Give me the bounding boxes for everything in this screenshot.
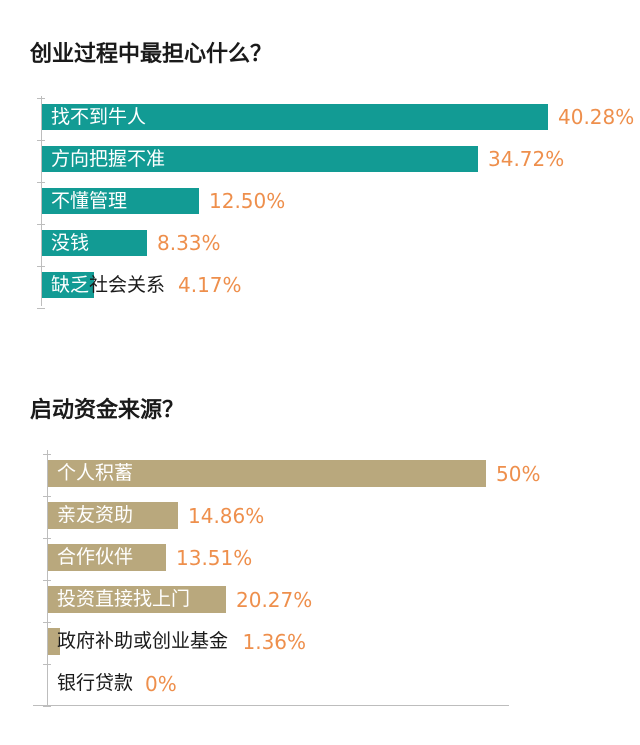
category-label: 没钱 xyxy=(51,231,90,254)
y-axis-tick xyxy=(43,664,51,665)
y-axis-tick xyxy=(37,98,45,99)
value-label: 14.86% xyxy=(188,503,265,528)
y-axis-tick xyxy=(37,140,45,141)
y-axis-line xyxy=(47,450,48,705)
category-label: 缺乏社会关系 xyxy=(51,273,166,296)
bar xyxy=(48,502,178,529)
chart-plot-area: 个人积蓄 50% 亲友资助 14.86% 合作伙伴 13.51% 投资直接找上门 20.27%… xyxy=(0,450,640,710)
y-axis-tick xyxy=(43,622,51,623)
category-label: 个人积蓄 xyxy=(57,462,134,484)
bar xyxy=(48,544,166,571)
value-label: 4.17% xyxy=(178,273,242,297)
value-label: 20.27% xyxy=(236,587,313,612)
category-label: 亲友资助 xyxy=(57,504,134,526)
value-label: 0% xyxy=(145,671,177,696)
value-label: 40.28% xyxy=(558,105,635,129)
category-label: 不懂管理 xyxy=(51,189,128,212)
y-axis-tick xyxy=(43,580,51,581)
value-label: 50% xyxy=(496,461,541,486)
chart-title: 创业过程中最担心什么？ xyxy=(30,42,273,67)
bar xyxy=(42,146,478,172)
y-axis-tick xyxy=(37,224,45,225)
category-label: 合作伙伴 xyxy=(57,546,134,568)
category-label: 政府补助或创业基金 xyxy=(57,630,229,652)
bar xyxy=(42,104,548,130)
y-axis-tick xyxy=(37,266,45,267)
category-label: 找不到牛人 xyxy=(51,105,147,128)
category-label: 投资直接找上门 xyxy=(57,588,191,610)
value-label: 34.72% xyxy=(488,147,565,171)
chart-title: 启动资金来源？ xyxy=(30,398,185,423)
x-axis-rule xyxy=(33,705,509,706)
chart-worries: 创业过程中最担心什么？ 找不到牛人 40.28% 方向把握不准 34.72% 不懂管理 1… xyxy=(0,0,640,330)
y-axis-tick xyxy=(37,308,45,309)
category-label: 方向把握不准 xyxy=(51,147,166,170)
value-label: 12.50% xyxy=(209,189,286,213)
bar xyxy=(42,272,94,298)
bar xyxy=(42,188,199,214)
value-label: 8.33% xyxy=(157,231,221,255)
value-label: 13.51% xyxy=(176,545,253,570)
y-axis-tick xyxy=(43,706,51,707)
value-label: 1.36% xyxy=(242,629,307,654)
chart-plot-area: 找不到牛人 40.28% 方向把握不准 34.72% 不懂管理 12.50% 没钱 8.33%… xyxy=(0,96,640,316)
bar xyxy=(48,586,226,613)
y-axis-tick xyxy=(43,454,51,455)
y-axis-tick xyxy=(37,182,45,183)
chart-funding: 启动资金来源？ 个人积蓄 50% 亲友资助 14.86% 合作伙伴 13.51% 投资直接找… xyxy=(0,380,640,720)
bar xyxy=(48,460,486,487)
y-axis-tick xyxy=(43,496,51,497)
category-label: 银行贷款 xyxy=(57,672,134,694)
y-axis-tick xyxy=(43,538,51,539)
y-axis-line xyxy=(41,96,42,306)
bar xyxy=(48,628,60,655)
bar xyxy=(42,230,147,256)
